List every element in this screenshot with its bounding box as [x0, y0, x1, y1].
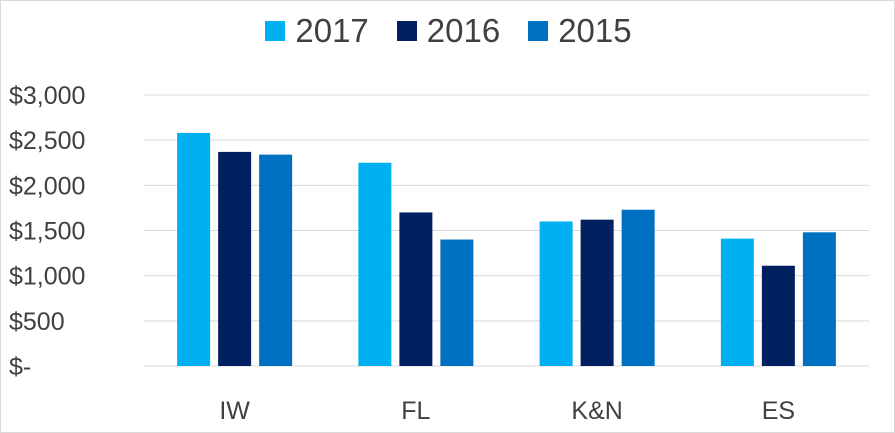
- x-category-label: K&N: [571, 397, 622, 425]
- x-category-label: IW: [219, 397, 250, 425]
- y-tick-label: $2,500: [9, 127, 85, 155]
- y-tick-label: $500: [9, 308, 65, 336]
- legend-item-2015: 2015: [528, 11, 632, 51]
- legend-label-2017: 2017: [295, 12, 369, 49]
- legend-swatch-2016: [396, 21, 417, 41]
- legend-swatch-2015: [528, 21, 549, 41]
- bar-2017-kn: [539, 221, 573, 366]
- bar-2016-es: [761, 265, 795, 366]
- bar-2015-iw: [259, 154, 293, 366]
- bar-2017-es: [720, 238, 754, 366]
- bar-2015-fl: [440, 239, 474, 366]
- y-tick-label: $1,000: [9, 263, 85, 291]
- bar-2015-kn: [621, 209, 655, 366]
- y-tick-label: $-: [9, 353, 31, 381]
- legend-item-2016: 2016: [396, 11, 501, 51]
- bar-2016-iw: [218, 151, 252, 366]
- x-category-label: ES: [762, 397, 795, 425]
- bar-2016-fl: [399, 212, 433, 366]
- y-tick-label: $2,000: [9, 172, 85, 200]
- bar-2015-es: [802, 232, 836, 366]
- legend-label-2016: 2016: [426, 12, 501, 49]
- bar-2017-fl: [358, 162, 392, 366]
- legend-item-2017: 2017: [265, 11, 369, 51]
- y-tick-label: $3,000: [9, 82, 85, 110]
- chart-legend: 2017 2016 2015: [1, 11, 895, 51]
- legend-swatch-2017: [265, 21, 286, 41]
- y-tick-label: $1,500: [9, 218, 85, 246]
- x-category-label: FL: [401, 397, 430, 425]
- bar-2017-iw: [177, 132, 211, 366]
- legend-label-2015: 2015: [558, 12, 632, 49]
- bar-2016-kn: [580, 219, 614, 366]
